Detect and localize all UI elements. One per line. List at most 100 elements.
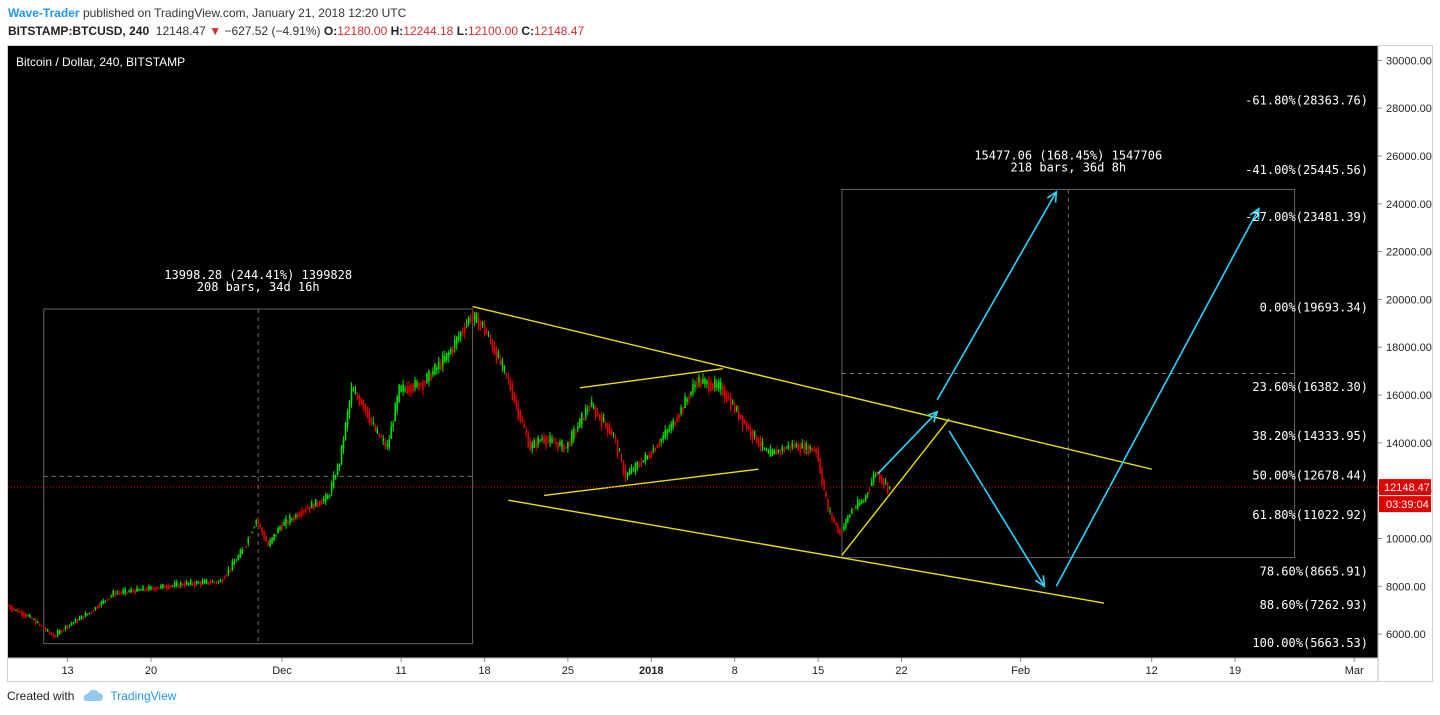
candle-body bbox=[380, 437, 383, 439]
candle-body bbox=[868, 489, 871, 491]
candle-body bbox=[336, 464, 339, 476]
candle-body bbox=[60, 630, 63, 633]
y-tick-label: 10000.00 bbox=[1386, 533, 1432, 545]
candle-body bbox=[690, 391, 692, 395]
candle-body bbox=[126, 591, 128, 593]
candle-body bbox=[710, 381, 712, 392]
candle-body bbox=[531, 443, 533, 449]
candle-body bbox=[708, 381, 710, 391]
candle-body bbox=[769, 448, 772, 457]
candle-body bbox=[56, 630, 59, 636]
candle-body bbox=[430, 374, 432, 381]
candle-body bbox=[162, 584, 164, 589]
x-tick-label: 20 bbox=[145, 665, 157, 677]
candle-body bbox=[815, 448, 817, 453]
candle-body bbox=[735, 406, 738, 411]
candle-body bbox=[672, 420, 674, 428]
candle-body bbox=[507, 376, 510, 380]
candle-body bbox=[851, 509, 853, 514]
candle-body bbox=[446, 353, 448, 361]
candle-body bbox=[882, 478, 885, 485]
candle-body bbox=[251, 531, 253, 533]
candle-body bbox=[797, 444, 799, 451]
candle-body bbox=[152, 588, 154, 590]
candle-body bbox=[497, 352, 500, 358]
candle-body bbox=[761, 441, 764, 447]
price-chart[interactable]: 30000.00 28000.00 26000.00 24000.00 22000.00… bbox=[8, 46, 1432, 681]
low-value: 12100.00 bbox=[468, 24, 519, 38]
candle-body bbox=[777, 449, 780, 452]
candle-body bbox=[495, 347, 498, 363]
fib-level-label: 88.60%(7262.93) bbox=[1260, 598, 1368, 612]
candle-body bbox=[183, 583, 186, 587]
tradingview-link[interactable]: TradingView bbox=[110, 689, 177, 703]
candle-body bbox=[569, 441, 571, 446]
candle-body bbox=[307, 508, 309, 510]
chart-frame[interactable]: 30000.00 28000.00 26000.00 24000.00 22000.00… bbox=[7, 45, 1433, 682]
candle-body bbox=[402, 384, 404, 392]
candle-body bbox=[301, 510, 303, 516]
candle-body bbox=[515, 399, 518, 406]
candle-body bbox=[366, 407, 369, 418]
candle-body bbox=[346, 411, 349, 428]
candle-body bbox=[253, 527, 255, 529]
candle-body bbox=[587, 410, 589, 412]
candle-body bbox=[563, 444, 565, 452]
candle-body bbox=[565, 446, 567, 448]
candle-body bbox=[315, 499, 317, 507]
candle-body bbox=[843, 526, 845, 530]
candle-body bbox=[505, 372, 508, 374]
y-tick-label: 22000.00 bbox=[1386, 247, 1432, 259]
candle-body bbox=[485, 329, 488, 335]
candle-body bbox=[608, 426, 611, 434]
candle-body bbox=[743, 420, 746, 424]
candle-body bbox=[364, 403, 367, 412]
candle-body bbox=[382, 438, 385, 441]
candle-body bbox=[130, 589, 132, 592]
candle-body bbox=[567, 441, 569, 449]
fib-level-label: 0.00%(19693.34) bbox=[1260, 301, 1368, 315]
candle-body bbox=[378, 433, 381, 437]
candle-body bbox=[660, 439, 662, 442]
candle-body bbox=[731, 402, 734, 405]
candle-body bbox=[827, 499, 829, 511]
candle-body bbox=[698, 377, 700, 383]
y-tick-label: 8000.00 bbox=[1386, 581, 1426, 593]
candle-body bbox=[648, 455, 651, 459]
candle-body bbox=[718, 381, 720, 389]
trend-line bbox=[544, 468, 759, 497]
fib-level-label: 38.20%(14333.95) bbox=[1252, 429, 1368, 443]
candle-body bbox=[821, 468, 823, 485]
candle-body bbox=[360, 398, 363, 406]
candle-body bbox=[42, 626, 45, 629]
candle-body bbox=[267, 541, 269, 546]
candle-body bbox=[303, 510, 305, 513]
candle-body bbox=[680, 407, 682, 414]
candle-body bbox=[334, 477, 337, 479]
candle-body bbox=[39, 623, 41, 625]
projection-arrow-line bbox=[877, 411, 938, 475]
candle-body bbox=[70, 623, 73, 625]
candle-body bbox=[33, 619, 35, 621]
candle-body bbox=[243, 550, 246, 552]
candle-body bbox=[545, 436, 547, 446]
candle-body bbox=[475, 313, 478, 323]
candle-body bbox=[763, 447, 766, 449]
candle-body bbox=[291, 518, 293, 520]
candle-body bbox=[176, 581, 178, 587]
author-link[interactable]: Wave-Trader bbox=[8, 6, 80, 20]
candle-body bbox=[801, 443, 803, 449]
candle-body bbox=[215, 581, 218, 584]
x-tick-label: 8 bbox=[732, 665, 738, 677]
candle-body bbox=[146, 588, 148, 591]
candle-body bbox=[450, 348, 452, 354]
candle-body bbox=[833, 517, 835, 522]
candle-body bbox=[386, 444, 388, 447]
candle-body bbox=[704, 378, 706, 385]
x-tick-label: 25 bbox=[562, 665, 574, 677]
candle-body bbox=[783, 448, 786, 451]
candle-body bbox=[604, 422, 607, 426]
candle-body bbox=[257, 519, 259, 525]
candle-body bbox=[324, 494, 327, 502]
candle-body bbox=[168, 585, 170, 590]
